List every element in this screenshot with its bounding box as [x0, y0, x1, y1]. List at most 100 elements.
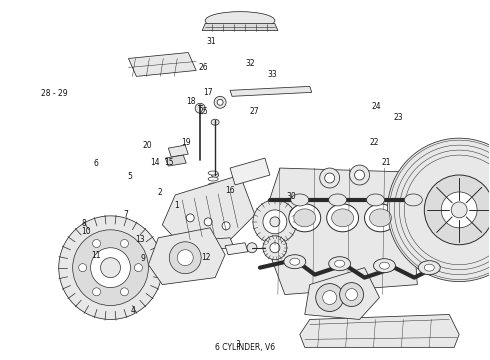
- Circle shape: [214, 96, 226, 108]
- Ellipse shape: [367, 194, 385, 206]
- Polygon shape: [225, 243, 248, 255]
- Circle shape: [121, 288, 128, 296]
- Text: 23: 23: [394, 113, 404, 122]
- Text: 7: 7: [123, 210, 128, 219]
- Ellipse shape: [212, 172, 219, 177]
- Text: 15: 15: [165, 158, 174, 167]
- Text: 30: 30: [287, 192, 296, 201]
- Text: 31: 31: [206, 37, 216, 46]
- Circle shape: [222, 222, 230, 230]
- Text: 13: 13: [135, 235, 145, 244]
- Ellipse shape: [418, 261, 440, 275]
- Text: 4: 4: [130, 306, 135, 315]
- Ellipse shape: [327, 204, 359, 232]
- Ellipse shape: [291, 194, 309, 206]
- Ellipse shape: [208, 177, 218, 181]
- Circle shape: [424, 175, 490, 245]
- Ellipse shape: [208, 171, 218, 175]
- Ellipse shape: [208, 183, 218, 187]
- Polygon shape: [128, 53, 196, 76]
- Polygon shape: [162, 175, 255, 250]
- Circle shape: [451, 202, 467, 218]
- Text: 20: 20: [143, 141, 152, 150]
- Polygon shape: [168, 145, 188, 157]
- Text: 5: 5: [128, 172, 133, 181]
- Ellipse shape: [329, 194, 346, 206]
- Ellipse shape: [294, 209, 316, 227]
- Circle shape: [121, 239, 128, 247]
- Text: 17: 17: [203, 87, 213, 96]
- Ellipse shape: [211, 119, 219, 125]
- Circle shape: [59, 216, 162, 319]
- Text: 24: 24: [372, 102, 382, 111]
- Circle shape: [319, 168, 340, 188]
- Text: 3: 3: [235, 341, 240, 350]
- Text: 12: 12: [201, 253, 211, 262]
- Circle shape: [195, 103, 205, 113]
- Text: 25: 25: [199, 107, 208, 116]
- Polygon shape: [230, 158, 270, 185]
- Polygon shape: [268, 168, 417, 294]
- Ellipse shape: [404, 194, 422, 206]
- Circle shape: [263, 236, 287, 260]
- Circle shape: [270, 243, 280, 253]
- Text: 8: 8: [81, 219, 86, 228]
- Ellipse shape: [424, 264, 434, 271]
- Text: 6: 6: [94, 159, 98, 168]
- Circle shape: [349, 165, 369, 185]
- Text: 9: 9: [140, 255, 145, 264]
- Text: 6 CYLINDER, V6: 6 CYLINDER, V6: [215, 343, 275, 352]
- Circle shape: [340, 283, 364, 306]
- Text: 22: 22: [369, 138, 379, 147]
- Polygon shape: [230, 86, 312, 96]
- Ellipse shape: [289, 204, 321, 232]
- Circle shape: [247, 243, 257, 253]
- Circle shape: [186, 214, 194, 222]
- Ellipse shape: [335, 260, 344, 267]
- Circle shape: [73, 230, 148, 306]
- Text: 33: 33: [267, 70, 277, 79]
- Polygon shape: [175, 238, 234, 252]
- Circle shape: [323, 291, 337, 305]
- Text: 26: 26: [199, 63, 208, 72]
- Circle shape: [100, 258, 121, 278]
- Ellipse shape: [379, 262, 390, 269]
- Circle shape: [93, 288, 100, 296]
- Circle shape: [270, 217, 280, 227]
- Text: 14: 14: [150, 158, 160, 167]
- Circle shape: [316, 284, 343, 311]
- Ellipse shape: [284, 255, 306, 269]
- Polygon shape: [165, 155, 186, 166]
- Circle shape: [78, 264, 87, 272]
- Circle shape: [93, 239, 100, 247]
- Text: 10: 10: [81, 228, 91, 237]
- Ellipse shape: [365, 204, 396, 232]
- Circle shape: [169, 242, 201, 274]
- Polygon shape: [148, 228, 225, 285]
- Circle shape: [345, 289, 358, 301]
- Text: 2: 2: [157, 188, 162, 197]
- Text: 18: 18: [187, 96, 196, 105]
- Circle shape: [441, 192, 477, 228]
- Polygon shape: [202, 24, 278, 31]
- Circle shape: [91, 248, 130, 288]
- Circle shape: [177, 250, 193, 266]
- Circle shape: [355, 170, 365, 180]
- Circle shape: [388, 138, 490, 282]
- Circle shape: [325, 173, 335, 183]
- Polygon shape: [300, 315, 459, 347]
- Circle shape: [134, 264, 143, 272]
- Text: 32: 32: [245, 59, 255, 68]
- Polygon shape: [305, 268, 379, 319]
- Text: 28 - 29: 28 - 29: [41, 89, 68, 98]
- Text: 27: 27: [250, 107, 260, 116]
- Circle shape: [253, 200, 297, 244]
- Text: 1: 1: [174, 201, 179, 210]
- Ellipse shape: [332, 209, 354, 227]
- Ellipse shape: [205, 12, 275, 30]
- Text: 11: 11: [91, 251, 101, 260]
- Text: 21: 21: [382, 158, 392, 167]
- Circle shape: [263, 210, 287, 234]
- Text: 16: 16: [225, 186, 235, 195]
- Ellipse shape: [208, 189, 218, 193]
